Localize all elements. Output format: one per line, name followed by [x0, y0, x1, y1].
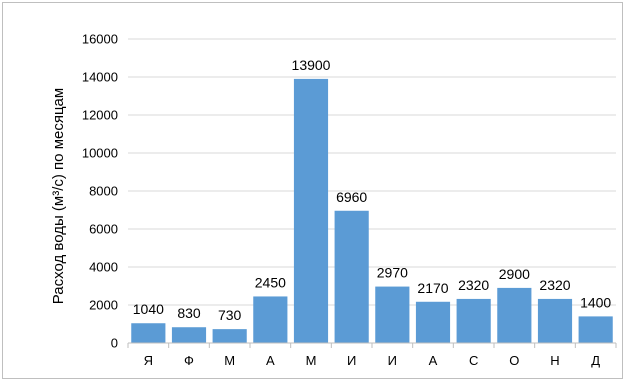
bar — [497, 287, 532, 343]
data-label: 2320 — [539, 277, 570, 293]
bar — [334, 210, 369, 343]
bar — [131, 323, 166, 343]
x-tick-label: Я — [144, 353, 153, 368]
bar — [293, 78, 329, 344]
x-tick-label: Д — [591, 353, 600, 368]
data-label: 1040 — [133, 301, 164, 317]
y-tick-label: 16000 — [82, 32, 118, 47]
y-tick-label: 12000 — [82, 108, 118, 123]
bars — [131, 78, 613, 344]
bar — [375, 286, 410, 343]
x-tick-label: О — [509, 353, 519, 368]
y-tick-label: 14000 — [82, 70, 118, 85]
x-tick-label: А — [266, 353, 275, 368]
x-tick-label: И — [388, 353, 397, 368]
y-tick-label: 8000 — [89, 184, 118, 199]
bar — [253, 296, 288, 343]
bar — [578, 316, 613, 343]
axes: 0 2000 4000 6000 8000 10000 12000 14000 16000 Я Ф М… — [82, 32, 617, 368]
x-tick-label: С — [469, 353, 478, 368]
x-tick-label: А — [429, 353, 438, 368]
data-label: 13900 — [292, 57, 331, 73]
x-tick-label: Н — [550, 353, 559, 368]
data-label: 2970 — [377, 265, 408, 281]
data-label: 2450 — [255, 274, 286, 290]
bar — [171, 327, 207, 343]
data-label: 730 — [218, 307, 242, 323]
y-tick-label: 0 — [111, 336, 118, 351]
x-tick-label: М — [306, 353, 317, 368]
data-label: 2170 — [417, 280, 448, 296]
y-tick-label: 10000 — [82, 146, 118, 161]
y-tick-label: 2000 — [89, 298, 118, 313]
data-labels: 1040 830 730 2450 13900 6960 2970 2170 2320 2900 2… — [133, 57, 612, 323]
y-axis-title: Расход воды (м³/с) по месяцам — [50, 88, 67, 304]
bar — [212, 329, 247, 343]
data-label: 2320 — [458, 277, 489, 293]
gridlines — [128, 38, 616, 306]
bar — [537, 298, 573, 343]
data-label: 830 — [177, 305, 201, 321]
data-label: 1400 — [580, 294, 611, 310]
data-label: 2900 — [499, 266, 530, 282]
y-tick-label: 4000 — [89, 260, 118, 275]
x-tick-label: Ф — [184, 353, 194, 368]
data-label: 6960 — [336, 189, 367, 205]
bar — [415, 301, 451, 343]
x-tick-label: М — [224, 353, 235, 368]
x-tick-label: И — [347, 353, 356, 368]
bar — [456, 298, 491, 343]
y-tick-label: 6000 — [89, 222, 118, 237]
